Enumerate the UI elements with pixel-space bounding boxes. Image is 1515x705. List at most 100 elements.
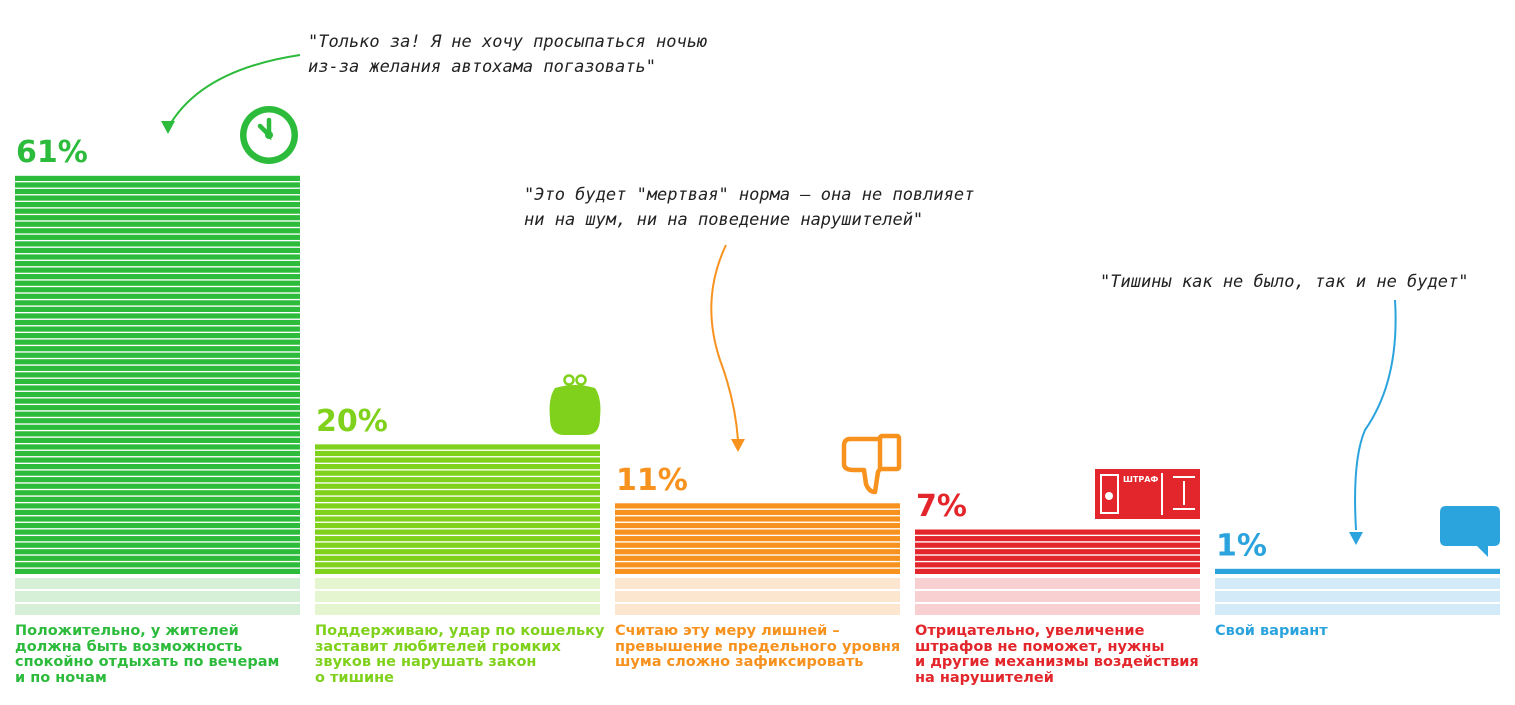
- bar-stripe: [315, 562, 600, 568]
- annotation-arrow-1: [161, 54, 301, 134]
- thumbs-down-icon: [841, 433, 902, 495]
- bar-stripe: [15, 418, 300, 424]
- bar-stripe: [15, 516, 300, 522]
- bar-shadow-stripe: [615, 578, 900, 589]
- bar-stripe: [15, 208, 300, 214]
- bar-stripe: [1215, 568, 1500, 574]
- category-label: Положительно, у жителей должна быть возм…: [15, 623, 280, 686]
- bar-stripe: [315, 549, 600, 555]
- bar-stripe: [315, 457, 600, 463]
- bar-stripe: [15, 391, 300, 398]
- bar-stripe: [615, 568, 900, 574]
- bar-stripe: [615, 549, 900, 555]
- bar-stripe: [315, 509, 600, 516]
- bar-stripe: [15, 313, 300, 319]
- bar-stripe: [15, 503, 300, 509]
- bar-stripe: [315, 555, 600, 561]
- quote-line: "Это будет "мертвая" норма – она не повл…: [524, 185, 975, 205]
- bar-shadow-stripe: [615, 591, 900, 602]
- bar-stripe: [15, 247, 300, 254]
- speech-bubble-icon: [1440, 506, 1500, 557]
- arrows-layer: [161, 54, 1397, 545]
- bar-stripe: [15, 280, 300, 286]
- bar-1: [15, 175, 300, 615]
- bar-stripe: [315, 496, 600, 502]
- value-label: 11%: [616, 463, 688, 498]
- bar-stripe: [15, 450, 300, 457]
- bars-layer: [15, 175, 1500, 615]
- bar-stripe: [915, 568, 1200, 574]
- bar-stripe: [315, 464, 600, 470]
- annotation-quote-3: "Тишины как не было, так и не будет": [1100, 270, 1468, 295]
- bar-stripe: [15, 522, 300, 529]
- bar-stripe: [15, 457, 300, 463]
- bar-stripe: [315, 503, 600, 509]
- value-label: 61%: [16, 135, 88, 170]
- bar-stripe: [15, 555, 300, 561]
- bar-stripe: [15, 215, 300, 221]
- bar-stripe: [15, 378, 300, 385]
- bar-stripe: [315, 483, 600, 489]
- bar-stripe: [315, 529, 600, 535]
- bar-stripe: [915, 549, 1200, 555]
- bar-stripe: [15, 509, 300, 516]
- bar-stripe: [15, 470, 300, 476]
- bar-stripe: [15, 319, 300, 326]
- bar-stripe: [15, 359, 300, 365]
- quote-line: "Только за! Я не хочу просыпаться ночью: [308, 32, 708, 52]
- bar-stripe: [315, 444, 600, 450]
- bar-stripe: [15, 568, 300, 574]
- bar-stripe: [15, 542, 300, 548]
- category-label: Поддерживаю, удар по кошельку заставит л…: [315, 623, 605, 686]
- bar-stripe: [15, 424, 300, 430]
- bar-stripe: [315, 470, 600, 476]
- annotation-arrow-2: [710, 244, 745, 452]
- bar-stripe: [15, 529, 300, 535]
- bar-stripe: [15, 326, 300, 332]
- bar-stripe: [15, 287, 300, 293]
- bar-stripe: [315, 522, 600, 529]
- bar-stripe: [15, 188, 300, 195]
- bar-stripe: [15, 254, 300, 260]
- bar-stripe: [15, 333, 300, 339]
- bar-stripe: [615, 536, 900, 542]
- bar-stripe: [15, 405, 300, 411]
- bar-stripe: [615, 542, 900, 548]
- bar-stripe: [15, 372, 300, 378]
- bar-stripe: [15, 411, 300, 417]
- bar-stripe: [615, 555, 900, 561]
- bar-stripe: [15, 267, 300, 273]
- bar-stripe: [15, 437, 300, 443]
- value-label: 20%: [316, 404, 388, 439]
- bar-stripe: [315, 490, 600, 496]
- clock-icon: [240, 106, 298, 164]
- bar-shadow-stripe: [315, 604, 600, 615]
- bar-shadow-stripe: [1215, 591, 1500, 602]
- bar-stripe: [15, 496, 300, 502]
- bar-stripe: [15, 536, 300, 542]
- bar-stripe: [15, 182, 300, 188]
- bar-shadow-stripe: [1215, 578, 1500, 589]
- bar-stripe: [15, 398, 300, 404]
- bar-stripe: [15, 385, 300, 391]
- bar-stripe: [915, 529, 1200, 535]
- annotation-arrow-3: [1349, 299, 1397, 545]
- bar-stripe: [15, 202, 300, 208]
- bar-stripe: [15, 444, 300, 450]
- bar-stripe: [15, 260, 300, 267]
- category-label: Отрицательно, увеличение штрафов не помо…: [915, 623, 1199, 686]
- bar-stripe: [15, 195, 300, 201]
- bar-shadow-stripe: [915, 578, 1200, 589]
- bar-stripe: [615, 509, 900, 516]
- annotation-quote-2: "Это будет "мертвая" норма – она не повл…: [524, 183, 974, 233]
- bar-stripe: [15, 300, 300, 306]
- icons-layer: ШТРАФ: [240, 106, 1500, 557]
- bar-stripe: [15, 221, 300, 227]
- bar-stripe: [15, 274, 300, 280]
- value-label: 7%: [916, 489, 967, 524]
- category-label: Считаю эту меру лишней – превышение пред…: [615, 623, 901, 670]
- bar-stripe: [315, 568, 600, 574]
- bar-stripe: [315, 450, 600, 457]
- bar-stripe: [15, 346, 300, 352]
